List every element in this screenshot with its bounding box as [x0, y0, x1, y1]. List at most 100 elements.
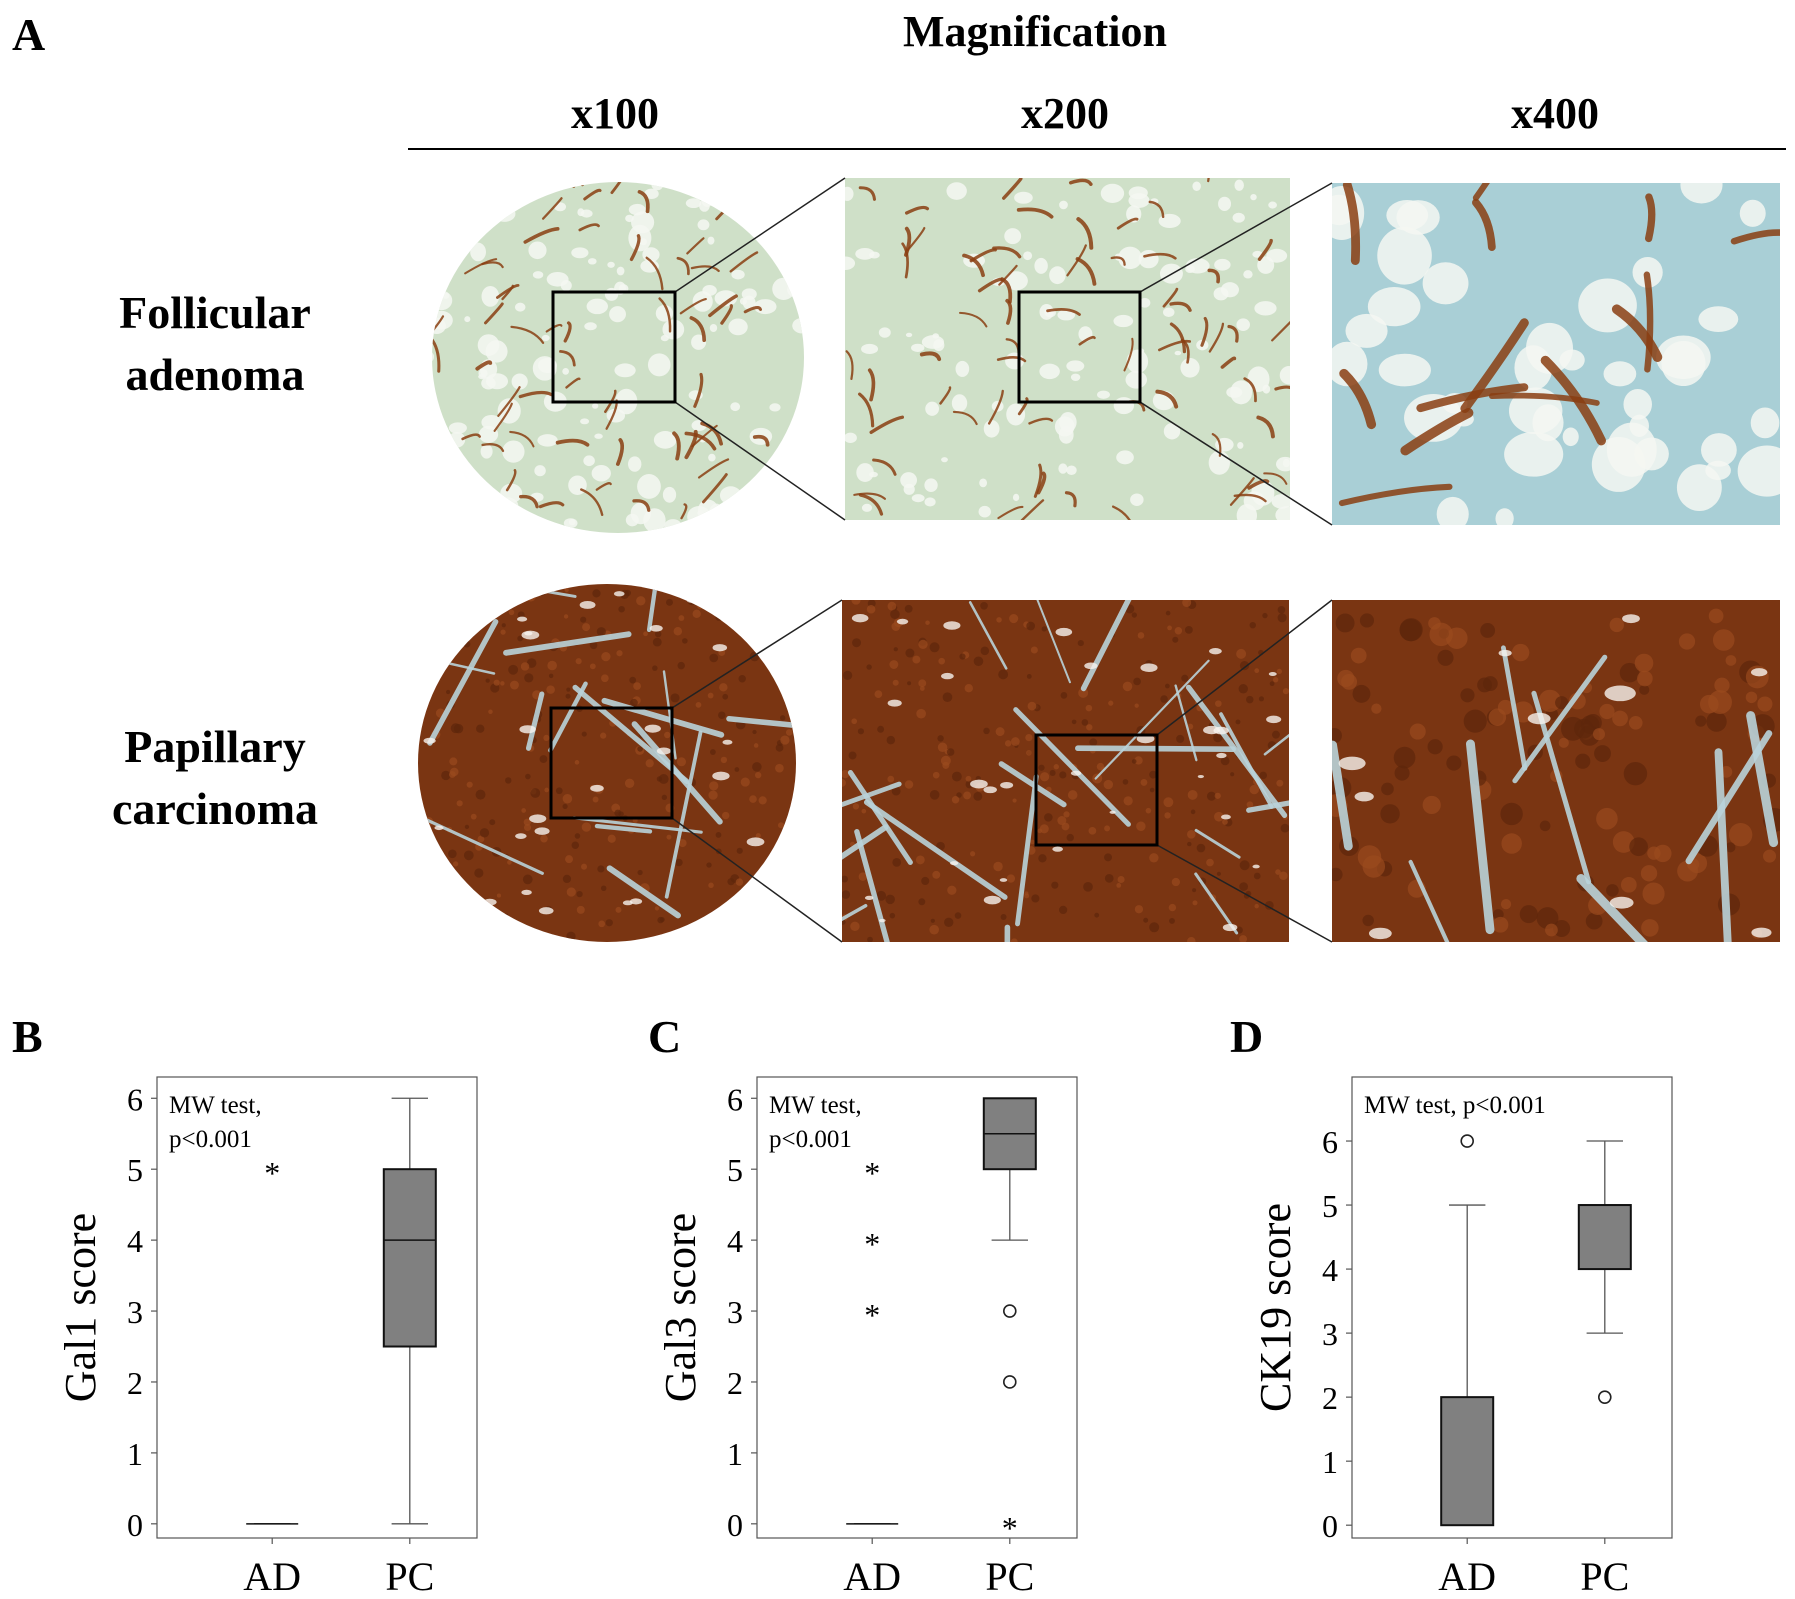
cell-nucleus: [1187, 937, 1196, 942]
follicle-lumen: [1623, 388, 1652, 420]
follicle-lumen: [660, 334, 669, 342]
cell-nucleus: [692, 609, 701, 618]
follicle-lumen: [1039, 363, 1060, 380]
y-tick-label: 2: [1322, 1380, 1338, 1416]
cell-nucleus: [866, 604, 876, 614]
stained-capillary: [676, 256, 690, 276]
cell-nucleus: [614, 809, 622, 817]
cleft: [1140, 663, 1158, 672]
follicle-lumen: [609, 306, 626, 323]
follicle-lumen: [955, 360, 970, 377]
cell-nucleus: [749, 795, 757, 803]
stained-capillary: [497, 386, 521, 417]
cell-nucleus: [509, 680, 519, 690]
stained-capillary: [1016, 207, 1054, 219]
follicle-lumen: [594, 433, 603, 439]
cleft: [656, 747, 671, 755]
cell-nucleus: [1620, 876, 1637, 893]
follicle-lumen: [1066, 360, 1085, 372]
cleft: [1252, 864, 1260, 869]
follicle-lumen: [925, 401, 940, 416]
cell-nucleus: [1039, 824, 1049, 834]
cell-nucleus: [673, 627, 683, 636]
cell-nucleus: [718, 711, 726, 719]
stained-capillary: [858, 392, 875, 428]
plot-frame: [756, 1076, 1078, 1539]
cleft: [878, 918, 886, 923]
cell-nucleus: [1067, 790, 1078, 800]
cleft: [943, 621, 961, 630]
cell-nucleus: [892, 679, 899, 686]
cell-nucleus: [1230, 772, 1235, 777]
stroma-strand: [503, 631, 632, 656]
follicle-lumen: [1422, 262, 1469, 305]
cell-nucleus: [1184, 625, 1193, 634]
follicle-lumen: [616, 266, 625, 276]
cell-nucleus: [850, 921, 860, 932]
cell-nucleus: [843, 670, 853, 681]
cell-nucleus: [1137, 632, 1145, 639]
cell-nucleus: [1511, 643, 1530, 662]
stroma-strand: [1246, 800, 1289, 813]
stained-capillary: [481, 443, 505, 453]
stained-capillary: [1489, 392, 1600, 406]
cell-nucleus: [980, 646, 990, 656]
stroma-strand: [1185, 684, 1288, 818]
cell-nucleus: [463, 850, 474, 861]
cell-nucleus: [507, 860, 512, 865]
follicle-lumen: [911, 343, 925, 352]
stained-capillary: [691, 424, 718, 448]
stroma-strand: [1174, 684, 1198, 762]
cell-nucleus: [1262, 612, 1268, 619]
follicle-lumen: [1234, 179, 1244, 191]
stained-capillary: [700, 421, 723, 446]
follicle-lumen: [1559, 349, 1585, 371]
extreme-marker: *: [864, 1226, 880, 1262]
cell-nucleus: [905, 648, 915, 658]
follicle-lumen: [591, 465, 611, 482]
stained-capillary: [1028, 417, 1054, 425]
cell-nucleus: [852, 803, 860, 810]
follicle-lumen: [900, 472, 918, 489]
cell-nucleus: [1332, 867, 1343, 882]
stained-capillary: [729, 251, 759, 273]
stained-capillary: [1207, 178, 1210, 183]
stained-capillary: [997, 505, 1024, 520]
cell-nucleus: [1186, 829, 1196, 839]
stained-capillary: [1271, 320, 1290, 342]
stroma-strand: [854, 828, 890, 942]
cell-nucleus: [755, 833, 761, 839]
stained-capillary: [686, 237, 705, 255]
cell-nucleus: [886, 735, 896, 745]
cleft: [519, 725, 536, 734]
stained-capillary: [1076, 217, 1094, 250]
cell-nucleus: [998, 669, 1009, 680]
follicle-lumen: [1436, 496, 1469, 525]
follicle-lumen: [1562, 427, 1579, 447]
follicle-lumen: [448, 422, 467, 434]
panel-letter-d: D: [1230, 1011, 1264, 1062]
stained-capillary: [632, 499, 651, 512]
cell-nucleus: [709, 653, 719, 663]
outlier-marker: [1460, 1134, 1475, 1148]
cell-nucleus: [954, 912, 962, 919]
y-tick-label: 0: [127, 1507, 143, 1543]
follicle-lumen: [1012, 493, 1020, 502]
cell-nucleus: [874, 690, 883, 699]
cell-nucleus: [1214, 811, 1224, 822]
follicle-lumen: [647, 353, 671, 377]
follicle-lumen: [708, 453, 716, 462]
cell-nucleus: [706, 862, 712, 868]
follicle-lumen: [1034, 257, 1048, 274]
cleft: [1203, 725, 1220, 735]
cell-nucleus: [1024, 893, 1030, 899]
cell-nucleus: [592, 796, 599, 803]
cell-nucleus: [1623, 761, 1648, 786]
cell-nucleus: [678, 839, 687, 848]
cell-nucleus: [709, 781, 719, 791]
cell-nucleus: [1695, 715, 1707, 727]
iqr-box: [1440, 1396, 1495, 1527]
stained-capillary: [1611, 304, 1663, 362]
stained-capillary: [1155, 389, 1179, 409]
stained-capillary: [872, 458, 897, 476]
